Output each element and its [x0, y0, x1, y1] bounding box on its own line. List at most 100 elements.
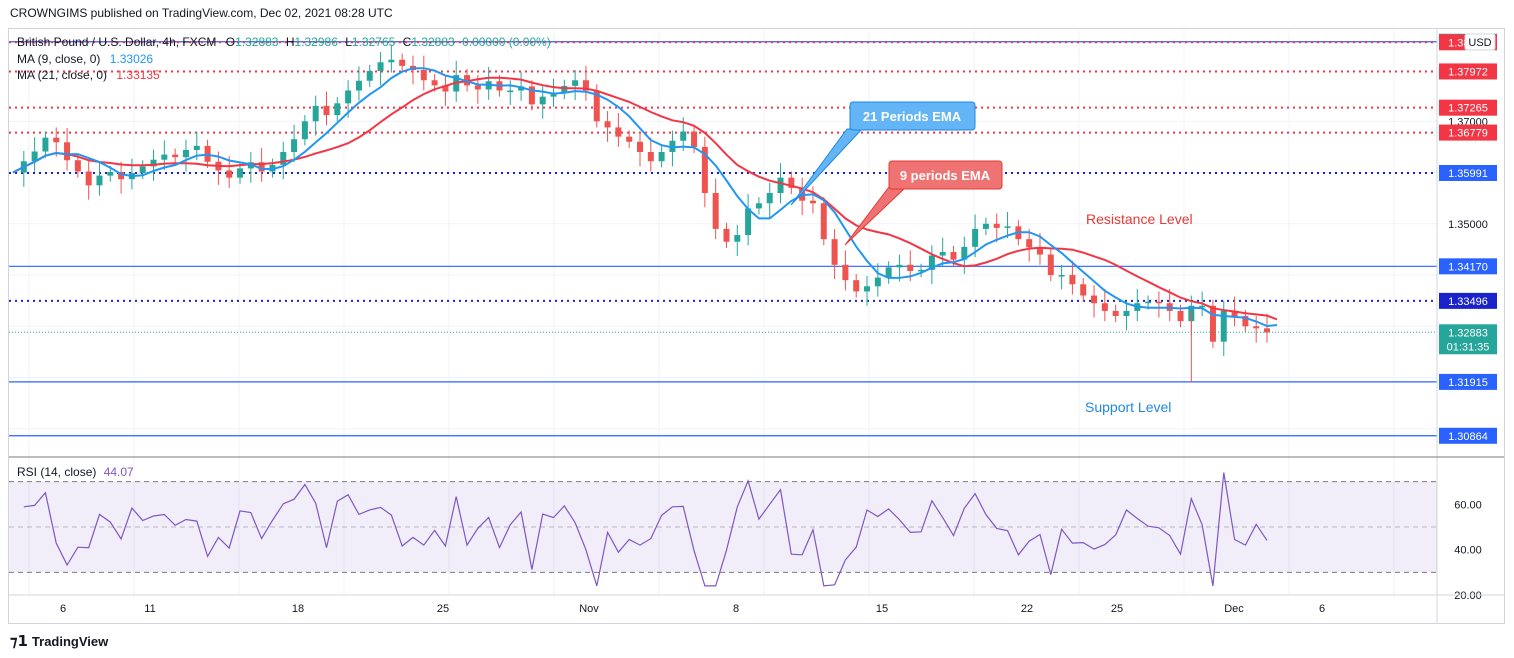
candle-body [431, 80, 438, 86]
high-value: 1.32986 [295, 35, 339, 49]
candle-body [355, 80, 362, 91]
candle-body [734, 235, 741, 242]
candle-body [1058, 275, 1065, 277]
candle-body [1101, 303, 1108, 311]
rsi-line [23, 472, 1268, 587]
candle-body [561, 85, 568, 94]
candle-body [258, 162, 265, 172]
price-level-badge-label: 1.37972 [1448, 66, 1488, 78]
candle-body [766, 193, 773, 204]
candle-body [680, 131, 687, 141]
candle-body [193, 145, 200, 150]
candle-body [1123, 310, 1130, 317]
candle-body [474, 85, 481, 90]
candle-body [712, 193, 719, 229]
last-price-value: 1.32883 [1448, 327, 1488, 339]
time-axis-tick-label: 22 [1021, 603, 1033, 615]
candle-body [928, 255, 935, 270]
candle-body [604, 121, 611, 128]
candle-body [831, 239, 838, 265]
candle-body [388, 59, 395, 63]
chart-canvas[interactable]: 21 Periods EMA 9 periods EMA Resistance … [9, 29, 1504, 623]
price-level-badge [1439, 164, 1497, 181]
candle-body [550, 93, 557, 97]
candle-body [334, 103, 341, 116]
close-label: C [403, 35, 412, 49]
candle-body [1177, 310, 1184, 322]
currency-badge-label: USD [1468, 37, 1491, 49]
candle-body [1242, 316, 1249, 327]
candle-body [1209, 305, 1216, 342]
candle-body [172, 154, 179, 158]
time-axis-tick-label: 6 [60, 603, 66, 615]
price-level-badge-label: 1.31915 [1448, 377, 1488, 389]
candle-body [615, 127, 622, 137]
candle-body [885, 267, 892, 278]
price-axis-tick-label: 1.35000 [1448, 219, 1488, 231]
low-value: 1.32765 [352, 35, 396, 49]
candle-body [345, 90, 352, 104]
high-label: H [286, 35, 295, 49]
ma21-value: 1.33135 [116, 68, 160, 82]
ma21-label: MA (21, close, 0) [17, 68, 107, 82]
candle-body [950, 251, 957, 260]
time-axis-ticks[interactable]: 6 11 18 25 Nov 8 15 22 25 Dec 6 [60, 603, 1325, 615]
candle-body [539, 96, 546, 105]
price-level-badge-label: 1.37265 [1448, 103, 1488, 115]
candle-body [323, 105, 330, 116]
price-level-badge-label: 1.30864 [1448, 431, 1488, 443]
ma21-line [12, 76, 1278, 321]
time-axis-tick-label: 25 [1111, 603, 1123, 615]
candle-body [53, 137, 60, 143]
candle-body [701, 146, 708, 194]
candle-body [864, 286, 871, 292]
candle-body [1036, 247, 1043, 255]
rsi-label: RSI (14, close) [17, 465, 96, 479]
candle-body [150, 159, 157, 167]
candle-body [939, 251, 946, 256]
candle-body [1253, 326, 1260, 329]
candle-body [139, 166, 146, 174]
ema21-callout-label: 21 Periods EMA [863, 109, 962, 124]
candle-body [896, 264, 903, 268]
candle-body [1264, 328, 1270, 333]
candle-body [820, 203, 827, 240]
price-levels-layer [9, 41, 1437, 437]
ma9-label: MA (9, close, 0) [17, 52, 100, 66]
rsi-axis-tick-label: 20.00 [1454, 590, 1482, 602]
tradingview-logo-icon: ⁊𝟭 [10, 633, 28, 650]
candle-body [31, 151, 38, 162]
candle-body [691, 131, 698, 147]
candle-body [907, 264, 914, 271]
tradingview-brand: TradingView [31, 633, 109, 649]
candle-body [518, 86, 525, 91]
candle-body [118, 172, 125, 180]
candle-body [301, 121, 308, 140]
grid-layer [9, 29, 1437, 595]
candle-body [777, 177, 784, 194]
time-axis-tick-label: 8 [733, 603, 739, 615]
candle-body [291, 139, 298, 153]
candle-body [280, 152, 287, 165]
ema9-callout-label: 9 periods EMA [900, 168, 991, 183]
candle-body [74, 160, 81, 172]
candle-body [572, 80, 579, 86]
candle-body [1155, 301, 1162, 304]
tradingview-logo[interactable]: ⁊𝟭 TradingView [10, 632, 108, 650]
time-axis-tick-label: 11 [144, 603, 155, 615]
candle-body [1199, 305, 1206, 308]
candle-body [420, 70, 427, 81]
candle-body [637, 141, 643, 153]
candle-body [377, 62, 384, 72]
candle-body [161, 154, 168, 160]
time-axis-tick-label: 18 [292, 603, 304, 615]
rsi-axis-tick-label: 60.00 [1454, 499, 1482, 511]
time-axis-tick-label: Nov [579, 603, 599, 615]
price-axis-badges: 1.385511.385411.379721.372651.367791.359… [1439, 33, 1497, 444]
candle-body [507, 90, 514, 93]
currency-badge[interactable]: USD [1464, 33, 1496, 51]
candle-body [647, 152, 654, 162]
last-price-badge: 1.32883 01:31:35 [1439, 324, 1497, 355]
candle-body [788, 177, 795, 188]
candle-body [182, 149, 189, 158]
